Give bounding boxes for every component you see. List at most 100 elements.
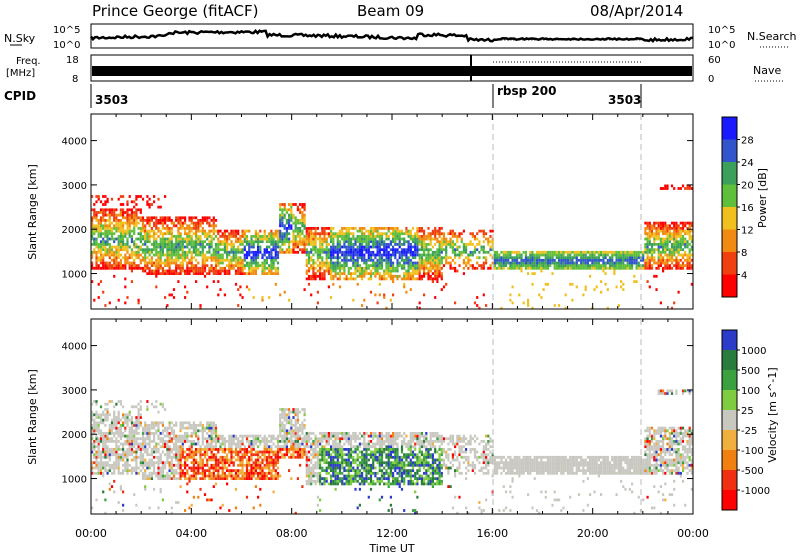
range-gate-cell bbox=[159, 266, 162, 270]
range-gate-cell bbox=[420, 256, 423, 260]
range-gate-cell bbox=[148, 445, 151, 449]
range-gate-cell bbox=[482, 229, 485, 233]
range-gate-cell bbox=[168, 424, 171, 427]
range-gate-cell bbox=[259, 450, 262, 454]
range-gate-cell bbox=[155, 219, 158, 222]
range-gate-cell bbox=[188, 224, 191, 228]
range-gate-cell bbox=[99, 463, 103, 467]
range-gate-cell bbox=[219, 235, 222, 238]
range-gate-cell bbox=[234, 448, 238, 451]
range-gate-cell bbox=[102, 240, 105, 244]
range-gate-cell bbox=[374, 293, 377, 297]
range-gate-cell bbox=[637, 264, 640, 267]
range-gate-cell bbox=[122, 455, 125, 459]
range-gate-cell bbox=[336, 277, 339, 281]
range-gate-cell bbox=[99, 256, 103, 260]
range-gate-cell bbox=[416, 243, 419, 246]
range-gate-cell bbox=[369, 269, 373, 273]
range-gate-cell bbox=[624, 253, 627, 257]
range-gate-cell bbox=[206, 432, 209, 435]
range-gate-cell bbox=[325, 243, 328, 246]
range-gate-cell bbox=[166, 258, 169, 262]
range-gate-cell bbox=[130, 280, 133, 283]
range-gate-cell bbox=[515, 258, 519, 262]
range-gate-cell bbox=[423, 232, 426, 236]
range-gate-cell bbox=[434, 277, 437, 281]
range-gate-cell bbox=[385, 261, 388, 265]
range-gate-cell bbox=[294, 245, 297, 249]
range-gate-cell bbox=[192, 221, 195, 225]
range-gate-cell bbox=[471, 253, 474, 257]
range-gate-cell bbox=[376, 245, 379, 249]
range-gate-cell bbox=[414, 245, 417, 249]
range-gate-cell bbox=[387, 269, 390, 273]
range-gate-cell bbox=[179, 272, 182, 275]
range-gate-cell bbox=[170, 250, 173, 254]
range-gate-cell bbox=[210, 453, 213, 457]
range-gate-cell bbox=[400, 277, 404, 281]
range-gate-cell bbox=[274, 235, 277, 238]
range-gate-cell bbox=[175, 501, 178, 504]
range-gate-cell bbox=[128, 413, 131, 417]
range-gate-cell bbox=[106, 453, 109, 457]
range-gate-cell bbox=[684, 187, 687, 190]
range-gate-cell bbox=[148, 437, 151, 441]
range-gate-cell bbox=[254, 256, 257, 260]
range-gate-cell bbox=[551, 272, 554, 275]
range-gate-cell bbox=[93, 237, 96, 241]
range-gate-cell bbox=[259, 466, 262, 470]
range-gate-cell bbox=[144, 463, 147, 467]
range-gate-cell bbox=[400, 250, 404, 254]
range-gate-cell bbox=[168, 461, 171, 465]
range-gate-cell bbox=[589, 266, 592, 270]
range-gate-cell bbox=[179, 248, 182, 252]
range-gate-cell bbox=[190, 235, 193, 238]
range-gate-cell bbox=[628, 266, 631, 270]
range-gate-cell bbox=[115, 448, 118, 451]
range-gate-cell bbox=[356, 235, 359, 238]
range-gate-cell bbox=[265, 237, 268, 241]
range-gate-cell bbox=[139, 261, 142, 265]
range-gate-cell bbox=[184, 466, 187, 470]
range-gate-cell bbox=[195, 253, 198, 257]
range-gate-cell bbox=[670, 258, 674, 262]
range-gate-cell bbox=[126, 458, 129, 462]
range-gate-cell bbox=[385, 256, 388, 260]
range-gate-cell bbox=[414, 240, 417, 244]
range-gate-cell bbox=[281, 235, 284, 238]
range-gate-cell bbox=[139, 216, 142, 220]
range-gate-cell bbox=[436, 237, 439, 241]
range-gate-cell bbox=[250, 258, 253, 262]
range-gate-cell bbox=[124, 253, 127, 257]
range-gate-cell bbox=[380, 274, 384, 278]
range-gate-cell bbox=[115, 418, 118, 422]
range-gate-cell bbox=[589, 256, 592, 260]
range-gate-cell bbox=[436, 250, 439, 254]
range-gate-cell bbox=[458, 232, 461, 236]
range-gate-cell bbox=[469, 240, 472, 244]
range-gate-cell bbox=[239, 285, 242, 289]
range-gate-cell bbox=[666, 227, 669, 230]
range-gate-cell bbox=[99, 413, 103, 417]
range-gate-cell bbox=[208, 235, 211, 238]
range-gate-cell bbox=[93, 413, 96, 417]
power-colorbar-swatch-0 bbox=[722, 117, 737, 140]
range-gate-cell bbox=[449, 256, 452, 260]
range-gate-cell bbox=[305, 243, 308, 246]
range-gate-cell bbox=[141, 477, 145, 480]
range-gate-cell bbox=[416, 235, 419, 238]
range-gate-cell bbox=[283, 250, 286, 254]
range-gate-cell bbox=[113, 240, 116, 244]
range-gate-cell bbox=[454, 253, 457, 257]
range-gate-cell bbox=[208, 424, 211, 427]
range-gate-cell bbox=[423, 240, 426, 244]
range-gate-cell bbox=[210, 224, 213, 228]
range-gate-cell bbox=[387, 264, 390, 267]
range-gate-cell bbox=[347, 245, 350, 249]
range-gate-cell bbox=[97, 248, 100, 252]
range-gate-cell bbox=[279, 232, 282, 236]
range-gate-cell bbox=[460, 232, 463, 236]
range-gate-cell bbox=[146, 250, 149, 254]
range-gate-cell bbox=[95, 410, 98, 414]
range-gate-cell bbox=[664, 264, 667, 267]
